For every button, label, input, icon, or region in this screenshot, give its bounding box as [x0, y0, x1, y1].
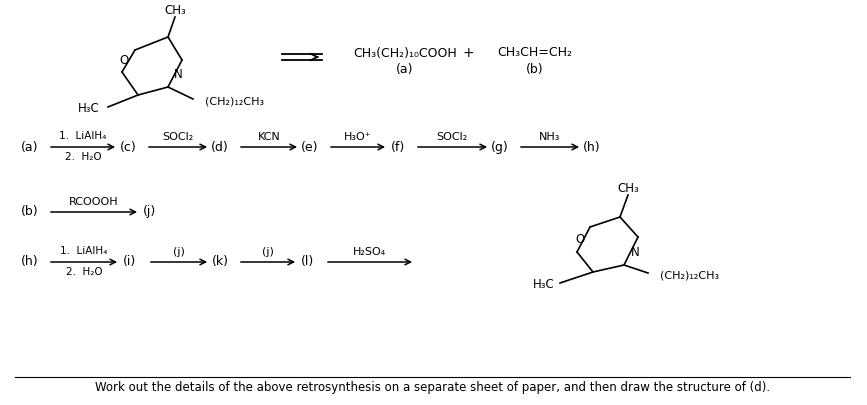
Text: RCOOOH: RCOOOH [69, 197, 119, 207]
Text: O: O [120, 55, 129, 68]
Text: CH₃CH=CH₂: CH₃CH=CH₂ [498, 47, 572, 60]
Text: CH₃(CH₂)₁₀COOH: CH₃(CH₂)₁₀COOH [353, 47, 457, 60]
Text: (CH₂)₁₂CH₃: (CH₂)₁₂CH₃ [660, 270, 719, 280]
Text: (l): (l) [302, 256, 315, 269]
Text: SOCl₂: SOCl₂ [162, 132, 193, 142]
Text: O: O [575, 233, 584, 246]
Text: (b): (b) [21, 205, 39, 219]
Text: (j): (j) [262, 247, 274, 257]
Text: 2.  H₂O: 2. H₂O [65, 152, 101, 162]
Text: NH₃: NH₃ [539, 132, 561, 142]
Text: (CH₂)₁₂CH₃: (CH₂)₁₂CH₃ [205, 96, 264, 106]
Text: SOCl₂: SOCl₂ [436, 132, 467, 142]
Text: (h): (h) [583, 141, 601, 153]
Text: H₃C: H₃C [78, 102, 100, 115]
Text: 1.  LiAlH₄: 1. LiAlH₄ [59, 131, 107, 141]
Text: (k): (k) [212, 256, 229, 269]
Text: H₃O⁺: H₃O⁺ [344, 132, 372, 142]
Text: +: + [462, 46, 473, 60]
Text: (c): (c) [120, 141, 136, 153]
Text: (i): (i) [123, 256, 137, 269]
Text: (e): (e) [301, 141, 319, 153]
Text: 2.  H₂O: 2. H₂O [66, 267, 102, 277]
Text: (h): (h) [21, 256, 39, 269]
Text: H₂SO₄: H₂SO₄ [354, 247, 387, 257]
Text: N: N [173, 68, 182, 81]
Text: (g): (g) [491, 141, 509, 153]
Text: 1.  LiAlH₄: 1. LiAlH₄ [61, 246, 108, 256]
Text: (a): (a) [22, 141, 39, 153]
Text: KCN: KCN [257, 132, 280, 142]
Text: (d): (d) [212, 141, 229, 153]
Text: CH₃: CH₃ [617, 181, 639, 194]
Text: H₃C: H₃C [533, 279, 555, 292]
Text: (b): (b) [526, 64, 544, 77]
Text: (j): (j) [143, 205, 157, 219]
Text: (f): (f) [391, 141, 405, 153]
Text: (j): (j) [173, 247, 185, 257]
Text: Work out the details of the above retrosynthesis on a separate sheet of paper, a: Work out the details of the above retros… [95, 382, 771, 394]
Text: CH₃: CH₃ [164, 4, 186, 17]
Text: N: N [630, 245, 639, 258]
Text: (a): (a) [396, 64, 414, 77]
